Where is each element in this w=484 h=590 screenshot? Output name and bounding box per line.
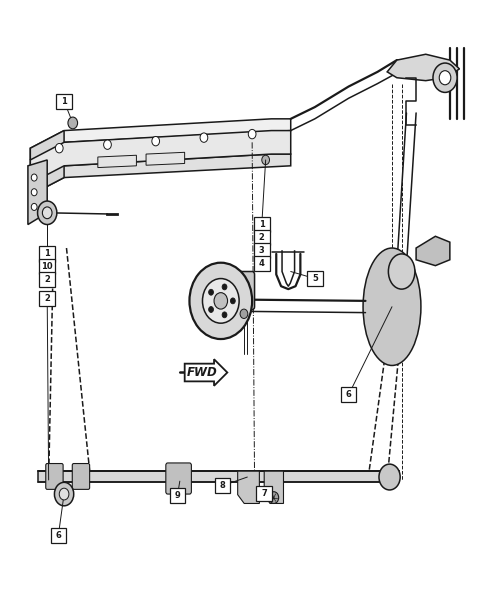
Circle shape [261, 155, 269, 165]
Polygon shape [30, 130, 64, 195]
FancyBboxPatch shape [169, 488, 185, 503]
Text: 2: 2 [258, 233, 264, 242]
Circle shape [151, 136, 159, 146]
FancyBboxPatch shape [340, 387, 356, 402]
Circle shape [104, 140, 111, 149]
Circle shape [222, 284, 227, 290]
Polygon shape [264, 471, 283, 503]
Text: 7: 7 [261, 489, 267, 498]
FancyBboxPatch shape [39, 291, 55, 306]
FancyBboxPatch shape [306, 271, 322, 286]
Circle shape [222, 312, 227, 318]
FancyBboxPatch shape [45, 464, 63, 489]
Text: 1: 1 [61, 97, 67, 106]
Circle shape [31, 189, 37, 196]
Polygon shape [37, 471, 398, 482]
Polygon shape [237, 471, 259, 503]
Polygon shape [30, 130, 290, 183]
Text: 2: 2 [44, 275, 50, 284]
Circle shape [248, 129, 256, 139]
Circle shape [200, 133, 207, 142]
FancyBboxPatch shape [254, 230, 269, 245]
FancyBboxPatch shape [166, 463, 191, 494]
Circle shape [31, 174, 37, 181]
Circle shape [439, 71, 450, 85]
Polygon shape [28, 160, 47, 225]
Circle shape [208, 307, 213, 313]
Text: 8: 8 [219, 481, 225, 490]
FancyBboxPatch shape [39, 272, 55, 287]
Polygon shape [30, 119, 290, 160]
Polygon shape [415, 236, 449, 266]
Text: 9: 9 [174, 491, 180, 500]
Ellipse shape [388, 254, 414, 289]
Text: 3: 3 [258, 246, 264, 255]
Polygon shape [146, 152, 184, 165]
Polygon shape [386, 54, 458, 81]
FancyBboxPatch shape [39, 246, 55, 261]
FancyBboxPatch shape [214, 478, 229, 493]
Polygon shape [98, 155, 136, 168]
Text: 1: 1 [44, 250, 50, 258]
FancyBboxPatch shape [72, 464, 90, 489]
Circle shape [31, 204, 37, 211]
FancyBboxPatch shape [56, 94, 72, 109]
Text: FWD: FWD [187, 366, 217, 379]
FancyBboxPatch shape [232, 271, 254, 310]
Circle shape [37, 201, 57, 225]
FancyBboxPatch shape [39, 259, 55, 274]
Text: 2: 2 [44, 294, 50, 303]
Text: 4: 4 [258, 259, 264, 268]
Ellipse shape [363, 248, 420, 365]
Circle shape [213, 293, 227, 309]
Circle shape [230, 298, 235, 304]
Circle shape [54, 482, 74, 506]
Circle shape [378, 464, 399, 490]
Circle shape [59, 488, 69, 500]
Circle shape [202, 278, 239, 323]
FancyBboxPatch shape [256, 486, 272, 501]
FancyBboxPatch shape [254, 255, 269, 271]
Circle shape [68, 117, 77, 129]
Text: 6: 6 [345, 391, 351, 399]
Text: 1: 1 [258, 220, 264, 229]
FancyBboxPatch shape [254, 217, 269, 232]
Circle shape [432, 63, 456, 93]
Circle shape [269, 491, 278, 503]
FancyBboxPatch shape [254, 242, 269, 258]
Circle shape [240, 309, 247, 319]
Circle shape [208, 289, 213, 295]
Circle shape [55, 143, 63, 153]
Polygon shape [30, 154, 290, 195]
Circle shape [42, 207, 52, 219]
Text: 10: 10 [41, 263, 53, 271]
Circle shape [189, 263, 252, 339]
Text: 6: 6 [55, 531, 61, 540]
FancyBboxPatch shape [50, 528, 66, 543]
Text: 5: 5 [311, 274, 317, 283]
